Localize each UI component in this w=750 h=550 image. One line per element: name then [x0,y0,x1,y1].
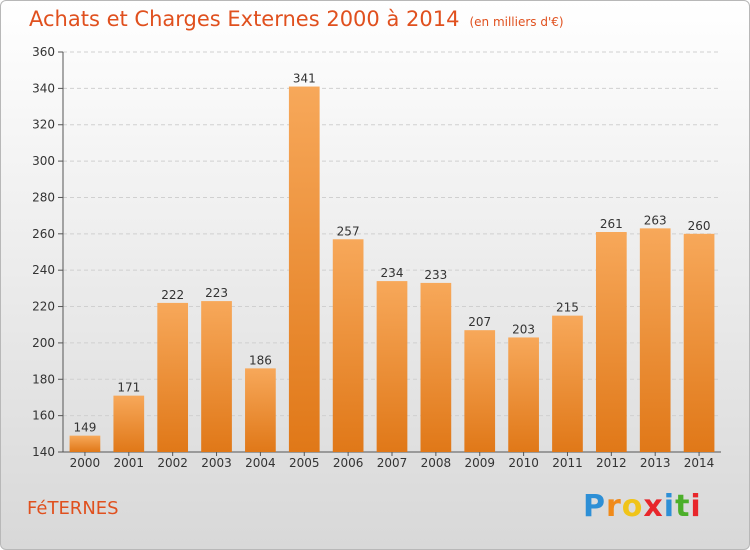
bar-value-label: 234 [381,266,404,280]
bar-value-label: 222 [161,288,184,302]
bar [245,368,276,452]
x-tick-label: 2001 [114,456,145,470]
bar-value-label: 341 [293,72,316,86]
x-tick-label: 2005 [289,456,320,470]
bar-value-label: 257 [337,224,360,238]
logo-letter: i [663,489,676,524]
bar [683,233,715,452]
bar [69,435,101,452]
bar-value-label: 203 [512,322,535,336]
y-tick-labels: 140 160 180 200 220 240 260 280 300 320 340 360 [32,45,55,459]
bar-value-label: 223 [205,286,228,300]
y-tick-label: 220 [32,300,55,314]
bars [69,86,715,452]
bar [376,281,408,452]
bar-value-label: 261 [600,217,623,231]
logo-letter: P [583,489,606,524]
logo-letter: i [690,489,702,524]
bar [201,301,232,452]
y-tick-label: 260 [32,227,55,241]
x-tick-label: 2007 [377,456,408,470]
x-tick-label: 2013 [640,456,671,470]
x-tick-label: 2011 [552,456,583,470]
x-tick-label: 2009 [464,456,495,470]
bar-value-label: 215 [556,301,579,315]
title-text: Achats et Charges Externes 2000 à 2014 [29,7,460,31]
bar [420,282,452,452]
x-tick-label: 2014 [684,456,715,470]
bar [595,232,627,452]
bar [508,337,539,452]
x-tick-label: 2002 [157,456,188,470]
x-tick-label: 2006 [333,456,364,470]
y-tick-label: 180 [32,372,55,386]
bar-value-label: 263 [644,213,667,227]
x-tick-labels: 2000 2001 2002 2003 2004 2005 2006 2007 2008 2009… [70,456,715,470]
logo-letter: r [606,489,622,524]
y-tick-label: 320 [32,118,55,132]
x-tick-label: 2012 [596,456,627,470]
bar-value-label: 207 [468,315,491,329]
bar [639,228,671,452]
logo-letter: t [675,489,691,524]
bar [332,239,364,452]
bar-value-label: 233 [424,268,447,282]
y-tick-label: 240 [32,263,55,277]
y-tick-label: 140 [32,445,55,459]
bar [113,395,145,452]
commune-name: FéTERNES [27,498,119,519]
y-tick-label: 340 [32,81,55,95]
y-tick-label: 360 [32,45,55,59]
y-tick-label: 300 [32,154,55,168]
x-tick-label: 2010 [508,456,539,470]
y-tick-label: 200 [32,336,55,350]
bar [157,302,189,452]
proxiti-logo: Proxiti [583,489,702,524]
logo-letter: x [643,489,664,524]
logo-letter: o [621,489,644,524]
x-tick-label: 2004 [245,456,276,470]
bar [288,86,320,452]
title-unit: (en milliers d'€) [469,15,564,29]
x-tick-label: 2000 [70,456,101,470]
y-tick-label: 280 [32,190,55,204]
bar [464,330,496,452]
bar [552,315,583,452]
bar-value-label: 260 [688,219,711,233]
bar-value-label: 171 [117,381,140,395]
data-labels: 149 171 222 223 186 341 257 234 233 207 203 215 261 2… [73,72,710,435]
y-tick-label: 160 [32,409,55,423]
x-tick-label: 2003 [201,456,232,470]
bar-value-label: 186 [249,353,272,367]
x-tick-label: 2008 [421,456,452,470]
chart-title: Achats et Charges Externes 2000 à 2014 (e… [29,7,564,31]
bar-value-label: 149 [73,421,96,435]
